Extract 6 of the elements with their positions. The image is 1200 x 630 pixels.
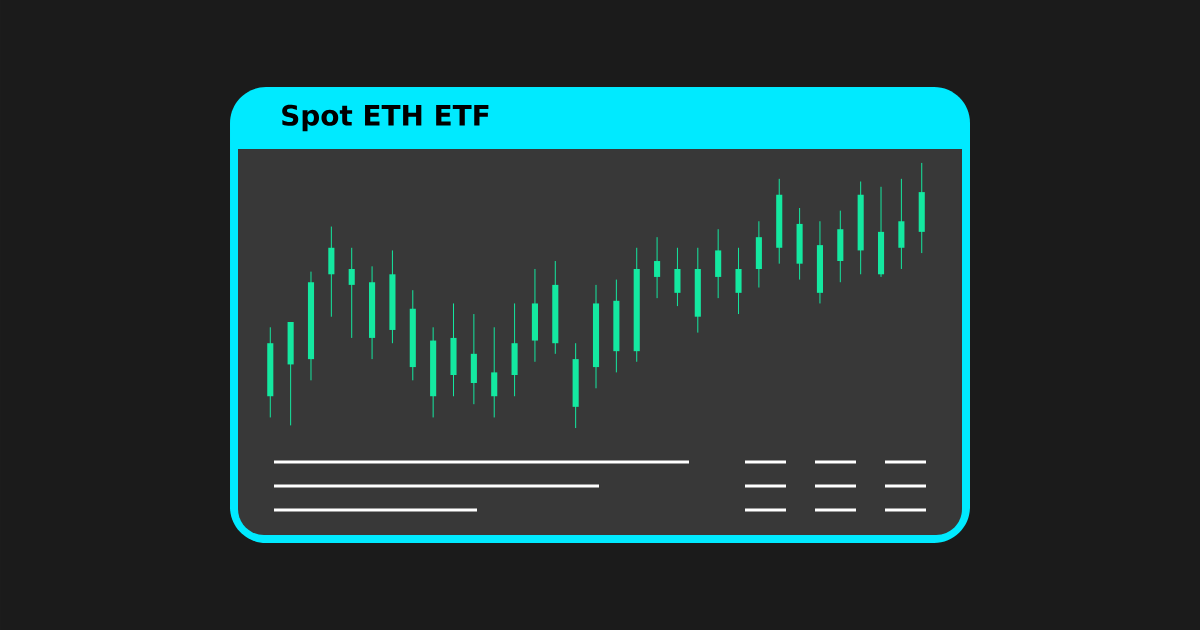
candlestick [348, 247, 355, 339]
candlestick [735, 247, 742, 315]
chart-title: Spot ETH ETF [282, 104, 489, 132]
candlestick [674, 247, 681, 307]
candlestick [654, 236, 661, 299]
candlestick [491, 326, 498, 418]
